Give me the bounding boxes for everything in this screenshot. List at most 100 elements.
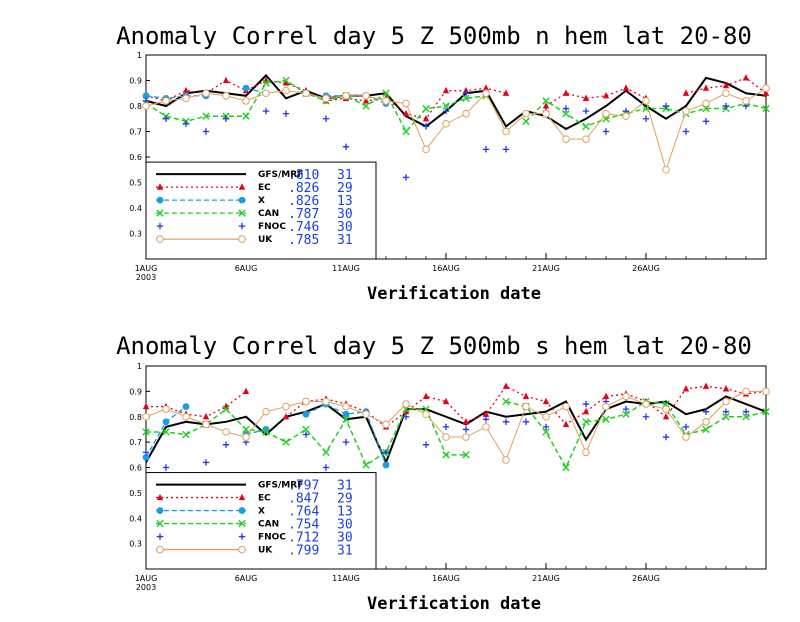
data-point <box>282 412 290 420</box>
y-tick-label: 0.4 <box>129 514 142 523</box>
legend: GFS/MRF.797 31 EC .847 29 X .764 13 CAN .754 30 FNO… <box>145 472 377 570</box>
legend-series-name: UK <box>258 235 273 245</box>
data-point <box>202 112 210 120</box>
data-point <box>502 89 510 96</box>
data-point <box>542 412 550 421</box>
data-point <box>302 397 310 406</box>
data-point <box>562 109 570 118</box>
data-point <box>162 418 170 426</box>
data-point <box>162 97 170 105</box>
data-point <box>262 428 270 436</box>
data-point <box>202 459 210 466</box>
x-tick-label: 21AUG <box>532 264 560 273</box>
data-point <box>682 107 690 115</box>
data-point <box>402 413 410 420</box>
data-point <box>238 196 246 204</box>
data-point <box>582 400 590 408</box>
data-point <box>238 493 246 501</box>
y-tick-label: 0.7 <box>129 128 142 137</box>
data-point <box>302 425 310 434</box>
data-point <box>482 416 490 423</box>
data-point <box>602 128 610 135</box>
data-point <box>662 405 670 413</box>
data-point <box>282 110 290 117</box>
data-point <box>762 84 770 92</box>
legend-series-count: 31 <box>337 544 353 559</box>
data-point <box>622 410 630 418</box>
data-point <box>282 402 290 411</box>
data-point <box>682 89 690 96</box>
data-point <box>322 94 330 103</box>
data-point <box>282 86 290 95</box>
data-point <box>602 415 610 423</box>
data-point <box>422 441 430 448</box>
data-point <box>602 402 610 411</box>
legend-series-score: .746 <box>288 220 319 235</box>
data-point <box>662 165 670 174</box>
data-point <box>382 89 390 97</box>
data-point <box>542 423 550 431</box>
data-point <box>302 410 310 418</box>
data-point <box>238 235 246 243</box>
series-line <box>245 428 267 436</box>
data-point <box>762 387 770 396</box>
data-point <box>702 118 710 125</box>
chart-title: Anomaly Correl day 5 Z 500mb n hem lat 2… <box>116 22 752 50</box>
y-tick-label: 0.9 <box>129 387 142 396</box>
data-point <box>722 413 730 421</box>
y-tick-label: 1 <box>137 51 142 60</box>
data-point <box>222 441 230 448</box>
data-point <box>422 114 430 122</box>
data-point <box>742 413 750 421</box>
data-point <box>722 89 730 98</box>
data-point <box>142 92 150 100</box>
data-point <box>582 107 590 115</box>
y-tick-label: 0.6 <box>129 464 142 473</box>
data-point <box>442 433 450 441</box>
data-point <box>182 403 190 410</box>
legend-series-count: 31 <box>337 168 353 183</box>
legend-series-name: EC <box>258 183 271 193</box>
data-point <box>662 102 670 110</box>
data-point <box>722 385 730 392</box>
legend-series-count: 29 <box>337 492 353 507</box>
data-point <box>156 507 164 514</box>
data-point <box>422 123 430 130</box>
data-point <box>322 115 330 122</box>
legend-series-name: X <box>258 507 265 517</box>
data-point <box>362 102 370 110</box>
data-point <box>722 102 730 110</box>
x-axis-label: Verification date <box>367 594 541 614</box>
data-point <box>682 128 690 135</box>
data-point <box>362 461 370 469</box>
data-point <box>402 127 410 136</box>
data-point <box>362 97 370 104</box>
data-point <box>562 89 570 96</box>
data-point <box>442 102 450 110</box>
legend-series-name: X <box>258 196 265 206</box>
y-tick-label: 0.6 <box>129 153 142 162</box>
data-point <box>156 493 164 501</box>
legend-series-name: GFS/MRF <box>258 481 303 491</box>
x-tick-label: 16AUG <box>432 574 460 583</box>
data-point <box>682 385 690 392</box>
data-point <box>202 420 210 429</box>
data-point <box>222 428 230 436</box>
data-point <box>742 74 750 81</box>
data-point <box>442 120 450 128</box>
data-point <box>722 408 730 415</box>
data-point <box>462 426 470 433</box>
data-point <box>156 222 164 230</box>
data-point <box>682 433 690 441</box>
data-point <box>442 86 450 94</box>
legend-series-name: CAN <box>258 520 279 530</box>
data-point <box>502 146 510 153</box>
legend-series-score: .799 <box>288 544 319 559</box>
data-point <box>502 382 510 389</box>
data-point <box>522 418 530 426</box>
data-point <box>156 209 164 217</box>
data-point <box>742 408 750 415</box>
data-point <box>238 507 246 514</box>
series-line <box>145 79 487 133</box>
